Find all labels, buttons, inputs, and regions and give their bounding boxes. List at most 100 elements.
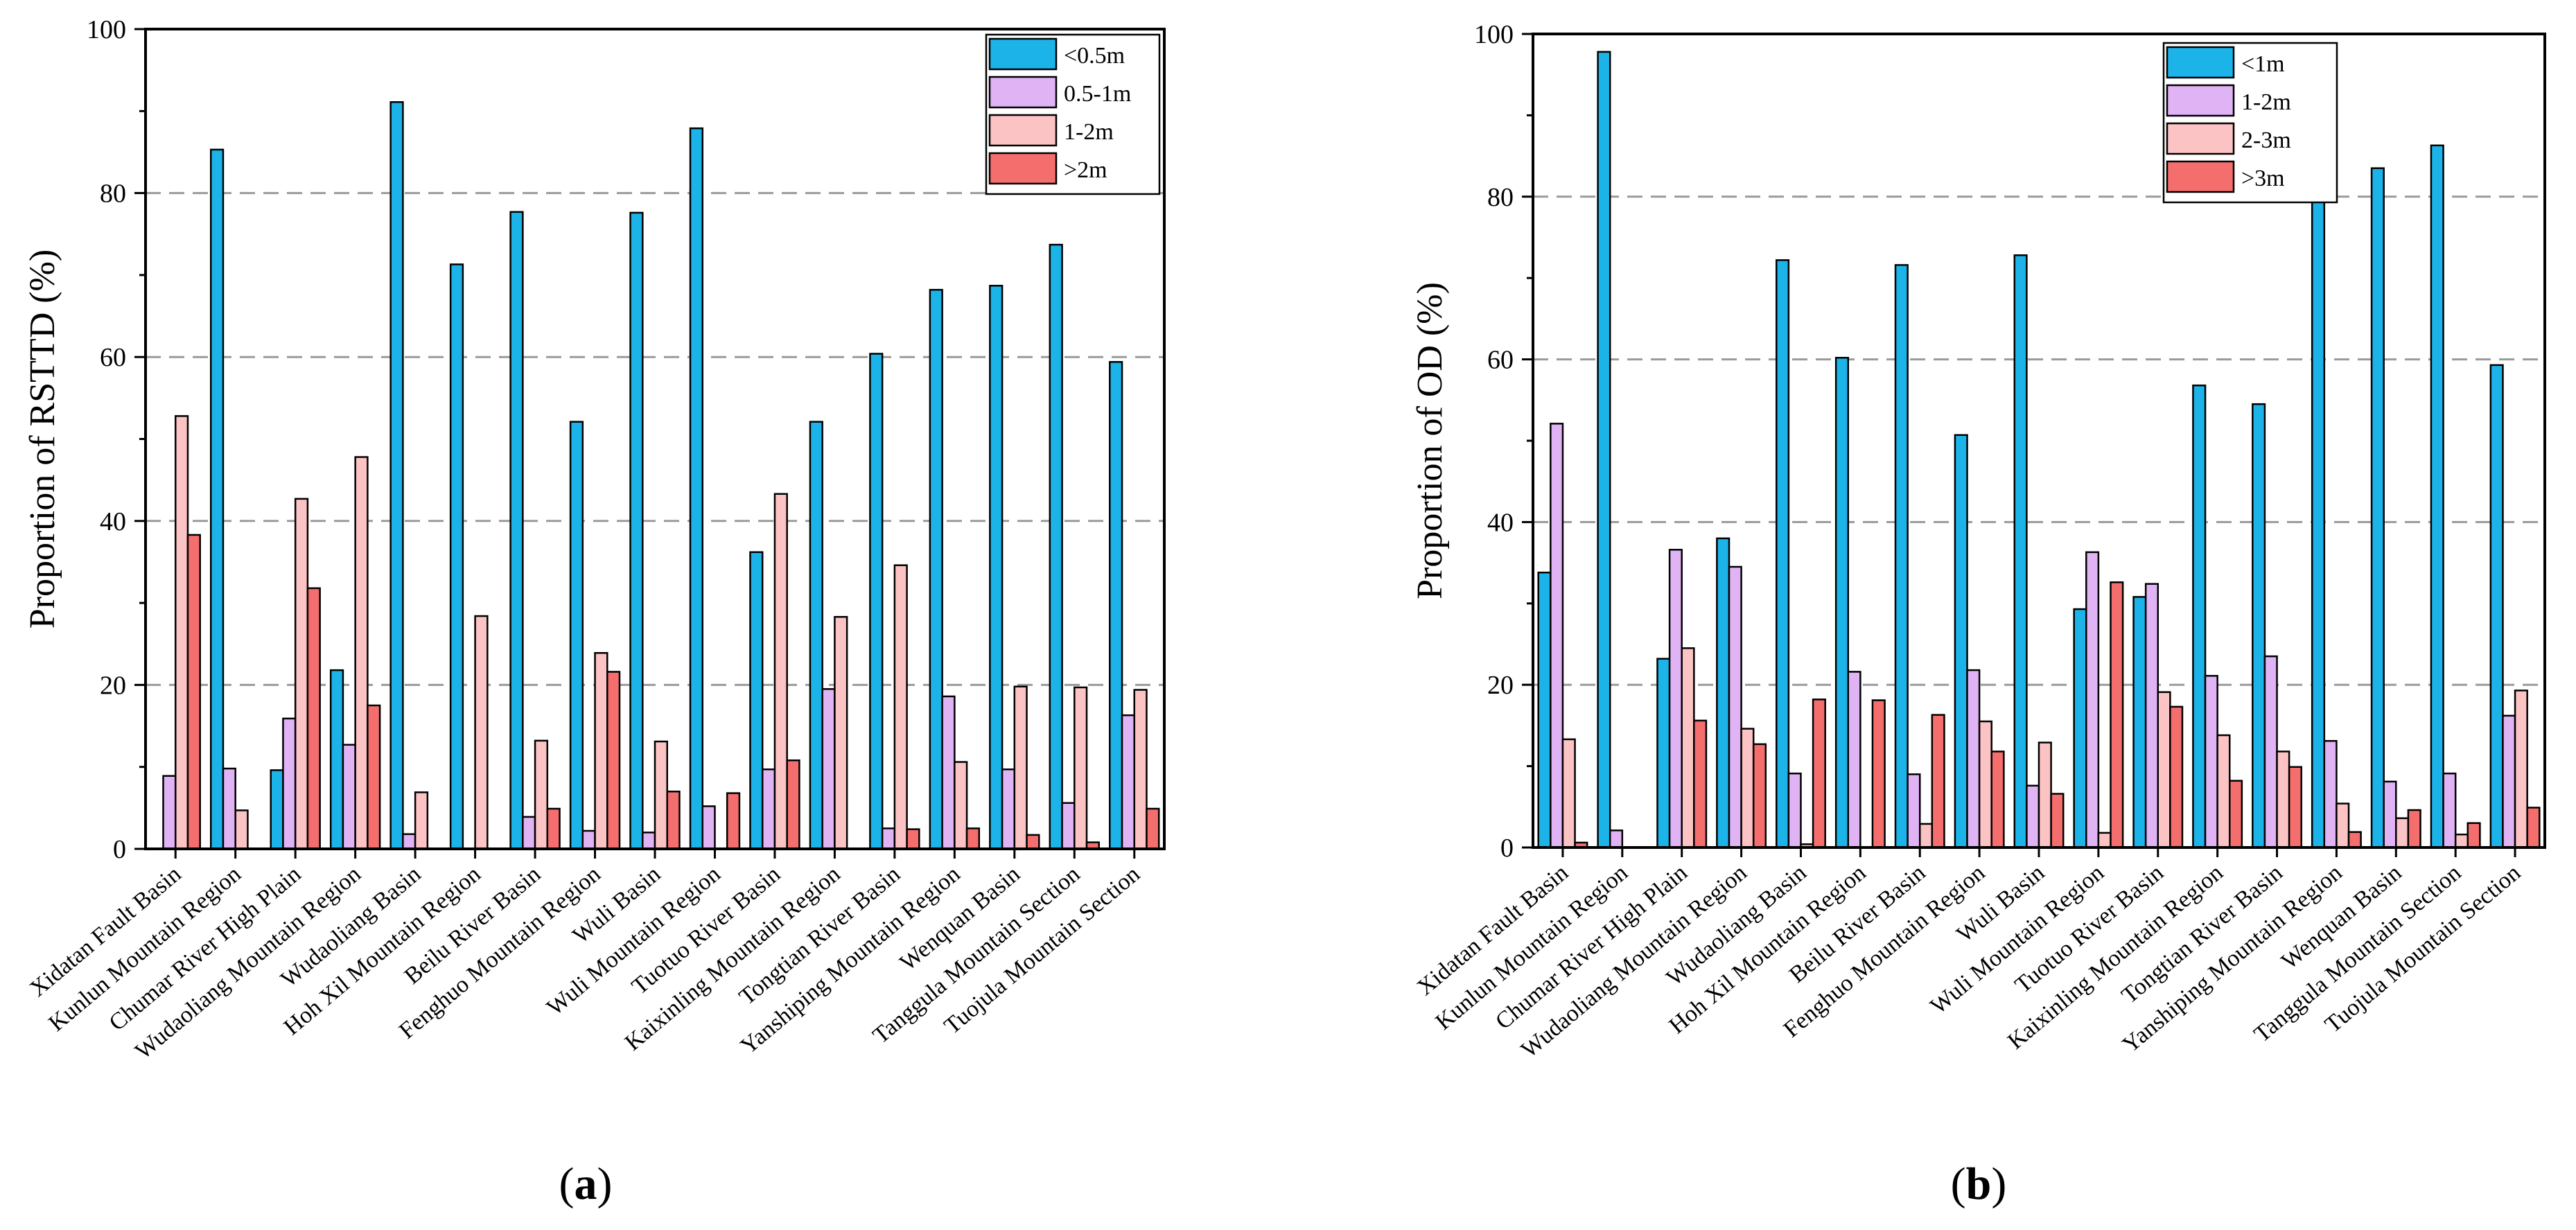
y-tick-label-b-20: 20: [1487, 671, 1514, 700]
legend-swatch-a-3: [988, 152, 1058, 185]
bar-b-1-1: [1609, 829, 1624, 849]
legend-label-b-2: 2-3m: [2241, 128, 2291, 153]
bar-a-16-2: [1133, 689, 1148, 850]
bar-a-2-1: [282, 717, 297, 850]
bar-a-1-1: [222, 767, 236, 850]
legend-swatch-b-1: [2166, 84, 2235, 117]
legend-swatch-b-3: [2166, 160, 2235, 193]
bar-a-14-3: [1026, 834, 1040, 850]
bar-a-8-1: [642, 832, 656, 850]
legend-swatch-b-0: [2166, 46, 2235, 79]
bar-a-4-2: [414, 791, 429, 850]
bar-a-3-1: [342, 744, 356, 850]
legend-b: <1m 1-2m 2-3m >3m: [2162, 42, 2338, 204]
bar-b-5-1: [1847, 671, 1861, 849]
bar-a-1-2: [234, 809, 249, 850]
bar-b-15-3: [2467, 822, 2481, 849]
bar-a-3-0: [329, 669, 344, 850]
bar-a-12-2: [893, 564, 908, 850]
bar-a-12-1: [881, 827, 896, 850]
bar-b-8-1: [2026, 784, 2040, 849]
panel-label-b: (b): [1951, 1159, 2007, 1209]
panel-letter-a: a: [575, 1159, 597, 1209]
bar-b-2-1: [1668, 549, 1683, 849]
bar-b-5-3: [1871, 699, 1886, 849]
bar-a-6-1: [522, 816, 536, 850]
bars-b: [1537, 51, 2541, 849]
bar-a-12-0: [869, 353, 884, 850]
bar-b-7-1: [1966, 669, 1981, 849]
bar-a-14-1: [1001, 768, 1016, 850]
bar-a-2-2: [294, 498, 309, 850]
bar-b-15-0: [2430, 144, 2444, 849]
bar-a-3-3: [367, 704, 381, 850]
bar-a-5-2: [474, 615, 489, 850]
bar-a-0-2: [174, 415, 189, 850]
bar-a-2-3: [306, 587, 321, 850]
bar-b-0-1: [1550, 423, 1564, 849]
bar-a-10-2: [773, 493, 788, 850]
bar-b-7-2: [1978, 720, 1992, 849]
legend-swatch-a-2: [988, 114, 1058, 147]
bar-a-3-2: [354, 456, 369, 850]
bar-a-13-1: [941, 695, 956, 850]
bar-b-3-0: [1716, 537, 1731, 849]
y-tick-label-b-60: 60: [1487, 346, 1514, 375]
bar-b-14-2: [2395, 817, 2410, 849]
bar-b-2-2: [1681, 647, 1695, 849]
legend-a: <0.5m 0.5-1m 1-2m >2m: [985, 33, 1161, 195]
bar-b-9-0: [2073, 608, 2087, 849]
bar-b-11-2: [2216, 734, 2231, 849]
legend-label-b-0: <1m: [2241, 51, 2285, 77]
bar-a-14-0: [989, 285, 1004, 850]
bar-b-3-1: [1728, 565, 1742, 849]
bar-a-10-1: [761, 768, 776, 850]
bar-b-9-2: [2097, 832, 2112, 849]
bar-a-7-1: [581, 829, 596, 850]
y-tick-label-b-100: 100: [1474, 20, 1514, 49]
bar-a-15-0: [1049, 243, 1063, 850]
bar-b-13-2: [2336, 802, 2350, 849]
bar-b-16-3: [2526, 807, 2541, 849]
bar-b-0-2: [1561, 738, 1576, 849]
bar-b-15-2: [2454, 833, 2469, 849]
bar-b-12-3: [2288, 766, 2302, 849]
bar-a-0-3: [186, 534, 201, 850]
bar-b-5-0: [1834, 357, 1849, 849]
bar-a-13-3: [965, 827, 981, 850]
bar-a-15-2: [1074, 686, 1088, 850]
bar-a-11-2: [834, 615, 848, 850]
bar-b-6-2: [1918, 823, 1934, 849]
bar-b-4-3: [1812, 699, 1826, 849]
bar-b-10-1: [2144, 583, 2159, 849]
bar-b-6-1: [1907, 773, 1921, 849]
bar-b-12-2: [2276, 750, 2290, 849]
legend-label-b-3: >3m: [2241, 166, 2285, 191]
y-axis-label-b: Proportion of OD (%): [1410, 282, 1450, 599]
bar-b-16-1: [2502, 714, 2516, 849]
legend-swatch-a-0: [988, 37, 1058, 71]
bar-a-5-0: [449, 263, 464, 850]
bar-b-10-3: [2169, 705, 2184, 849]
bar-b-3-2: [1740, 728, 1755, 849]
bar-a-9-1: [701, 805, 716, 850]
y-ticks-a: 0 20 40 60 80 100: [87, 15, 146, 864]
bar-b-10-0: [2132, 596, 2147, 849]
bar-b-7-3: [1990, 750, 2005, 849]
bar-a-9-0: [689, 127, 704, 850]
bar-b-2-3: [1693, 719, 1708, 849]
bar-b-13-1: [2323, 739, 2338, 849]
y-tick-label-b-80: 80: [1487, 183, 1514, 212]
y-tick-label-b-0: 0: [1500, 834, 1514, 863]
bar-a-16-0: [1109, 361, 1123, 850]
bar-a-0-1: [162, 775, 177, 850]
bar-a-6-2: [534, 739, 549, 850]
legend-label-b-1: 1-2m: [2241, 89, 2291, 115]
bar-a-7-3: [606, 671, 621, 850]
bar-a-1-0: [210, 148, 225, 850]
bar-b-6-3: [1931, 714, 1945, 849]
